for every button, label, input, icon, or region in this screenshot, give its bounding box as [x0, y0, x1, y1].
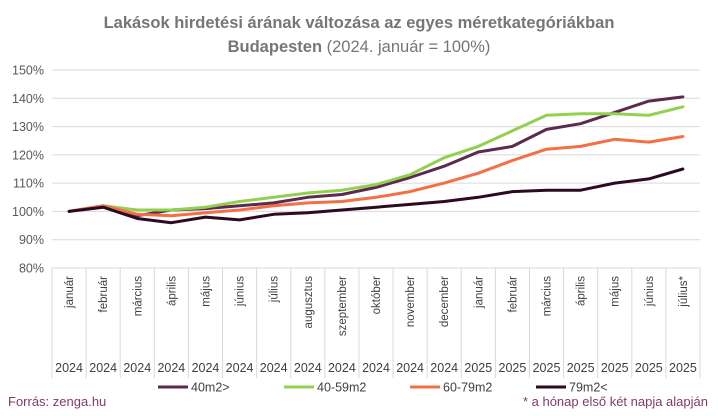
x-month-label: március [542, 276, 554, 317]
x-month-label: április [166, 276, 178, 306]
y-tick-label: 110% [13, 177, 44, 191]
x-year-label: 2025 [464, 361, 492, 375]
x-year-label: 2024 [89, 361, 117, 375]
chart-subtitle-bold: Budapesten [228, 38, 322, 56]
x-month-label: november [405, 276, 417, 327]
x-month-label: június [235, 276, 247, 307]
x-year-label: 2024 [260, 361, 288, 375]
legend-label: 40m2> [191, 381, 230, 395]
x-month-label: május [610, 276, 622, 307]
x-year-label: 2025 [499, 361, 527, 375]
x-year-label: 2025 [601, 361, 629, 375]
x-year-label: 2024 [123, 361, 151, 375]
legend-label: 40-59m2 [317, 381, 366, 395]
x-year-label: 2025 [533, 361, 561, 375]
x-month-label: február [98, 276, 110, 313]
x-month-label: augusztus [303, 276, 315, 329]
source-note: Forrás: zenga.hu [8, 394, 106, 409]
y-tick-label: 130% [12, 120, 44, 134]
legend: 40m2> 40-59m2 60-79m2 79m2< [158, 381, 608, 395]
x-month-label: január [473, 276, 485, 309]
x-year-label: 2025 [567, 361, 595, 375]
x-year-label: 2024 [157, 361, 185, 375]
chart-subtitle-rest: (2024. január = 100%) [322, 38, 490, 56]
x-year-label: 2024 [192, 361, 220, 375]
x-year-label: 2024 [396, 361, 424, 375]
x-month-label: július* [678, 275, 690, 307]
x-year-label: 2024 [294, 361, 322, 375]
x-month-label: január [64, 276, 76, 309]
legend-label: 60-79m2 [443, 381, 492, 395]
x-month-label: október [371, 276, 383, 315]
x-month-label: június [644, 276, 656, 307]
x-month-label: február [507, 276, 519, 313]
series-lines [67, 95, 685, 225]
y-tick-label: 100% [12, 205, 44, 219]
y-tick-label: 80% [19, 262, 44, 276]
series-line-79m2- [67, 167, 685, 225]
grid [52, 69, 700, 269]
x-axis: január 2024 február 2024 március 2024 április 2… [51, 268, 701, 378]
x-year-label: 2025 [635, 361, 663, 375]
x-year-label: 2025 [669, 361, 697, 375]
x-year-label: 2024 [430, 361, 458, 375]
x-month-label: július [269, 276, 281, 303]
y-tick-label: 120% [12, 148, 44, 162]
chart-title: Lakások hirdetési árának változása az eg… [104, 14, 615, 32]
series-line-40-59m2 [67, 105, 685, 213]
footnote: * a hónap első két napja alapján [523, 394, 708, 409]
x-year-label: 2024 [328, 361, 356, 375]
x-month-label: szeptember [337, 276, 349, 336]
x-year-label: 2024 [55, 361, 83, 375]
x-year-label: 2024 [226, 361, 254, 375]
x-month-label: március [132, 276, 144, 317]
x-month-label: április [576, 276, 588, 306]
series-line-60-79m2 [67, 135, 685, 218]
x-month-label: május [200, 276, 212, 307]
x-year-label: 2024 [362, 361, 390, 375]
chart-subtitle: Budapesten (2024. január = 100%) [228, 38, 491, 56]
y-tick-label: 140% [12, 92, 44, 106]
x-month-label: december [439, 276, 451, 327]
y-tick-label: 150% [12, 64, 44, 78]
y-axis: 150% 140% 130% 120% 110% 100% 90% 80% [12, 64, 44, 276]
y-tick-label: 90% [19, 233, 44, 247]
legend-label: 79m2< [569, 381, 608, 395]
